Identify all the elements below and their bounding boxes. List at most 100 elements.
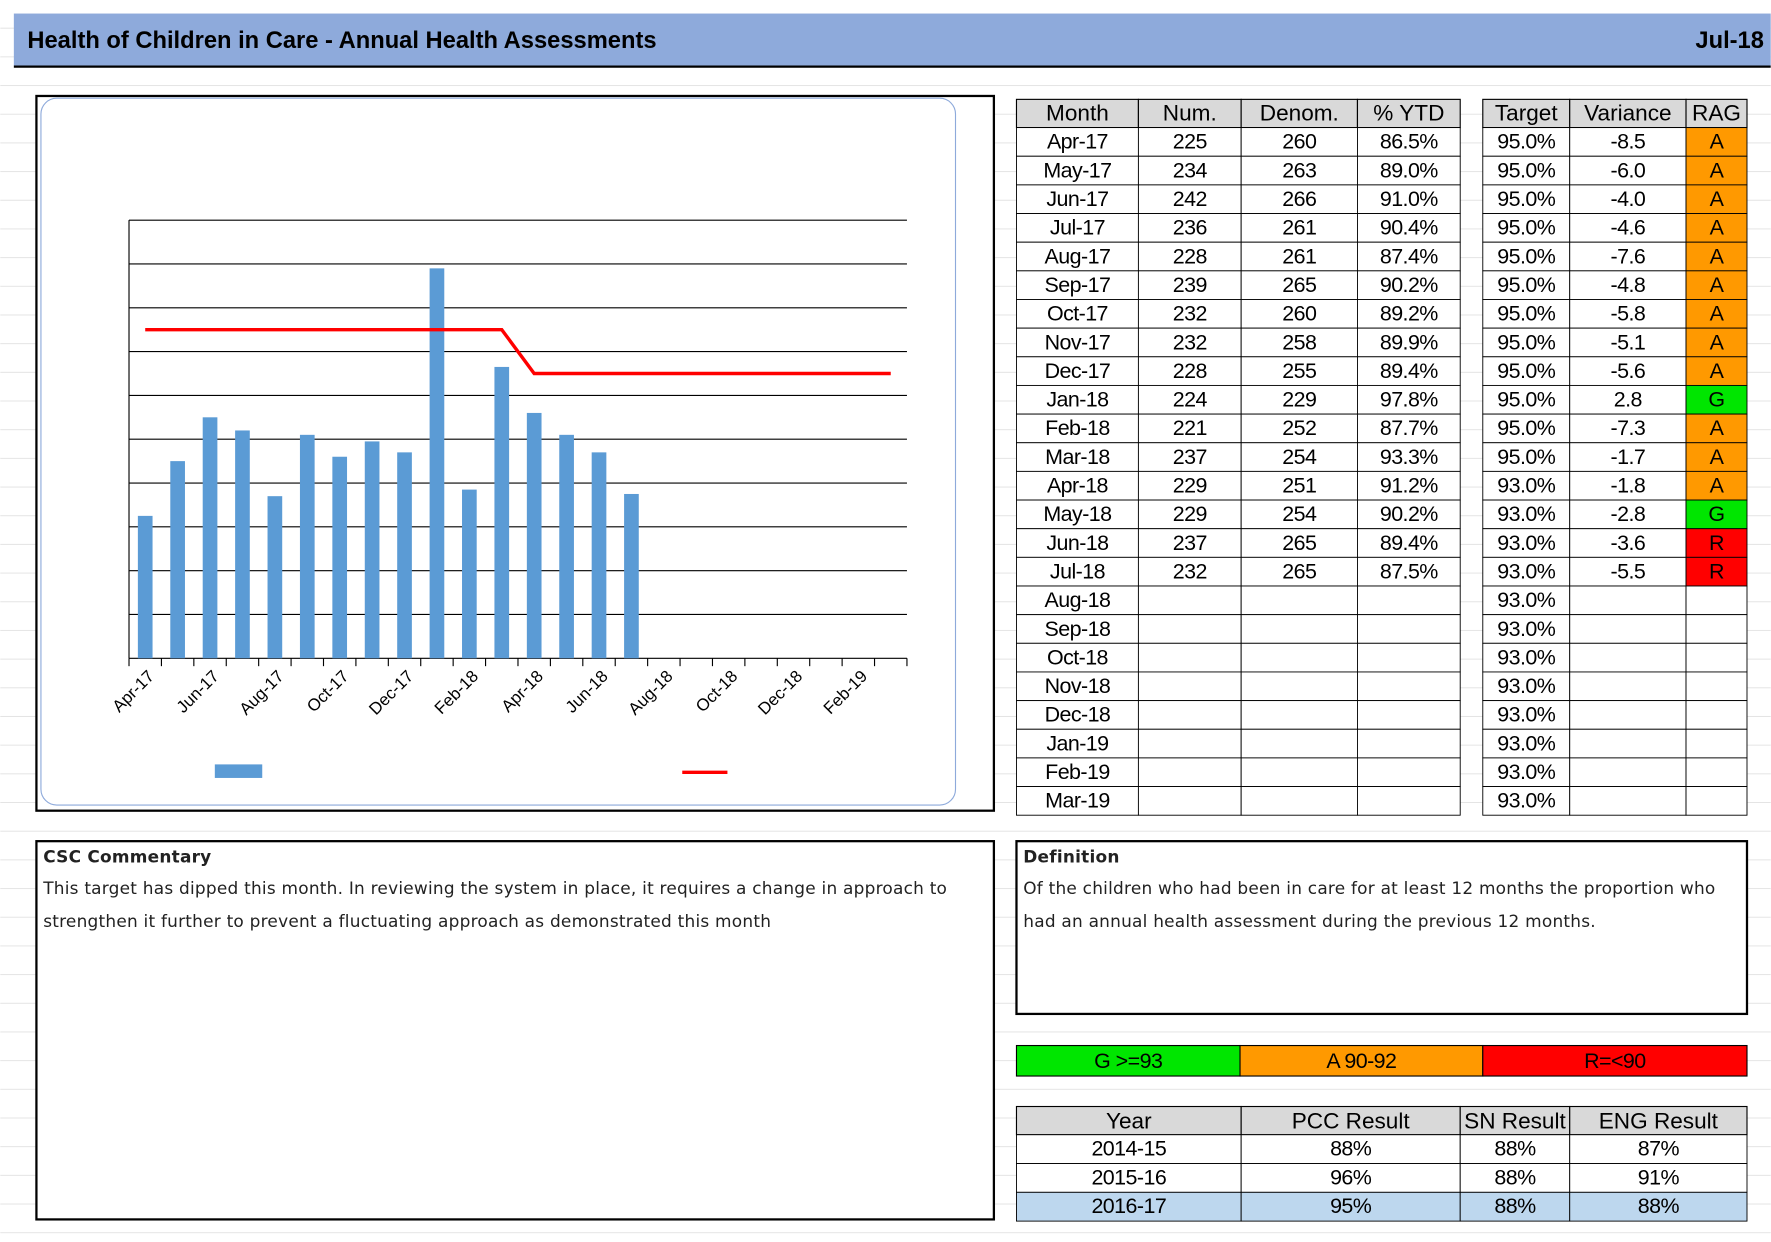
commentary: CSC Commentary This target has dipped th… xyxy=(43,847,948,932)
column-header: % YTD xyxy=(1373,101,1444,126)
table-cell xyxy=(1137,327,1242,358)
table-cell xyxy=(1016,127,1139,157)
table-cell xyxy=(1569,786,1687,816)
table-cell xyxy=(1137,470,1242,501)
table-cell xyxy=(1482,127,1571,157)
table-cell xyxy=(1569,241,1687,272)
table-cell xyxy=(1685,700,1748,730)
table-cell xyxy=(1482,184,1571,214)
column-header: Target xyxy=(1495,101,1558,126)
commentary-text: This target has dipped this month. In re… xyxy=(43,878,948,932)
column-header: Variance xyxy=(1584,101,1671,126)
column-header: Num. xyxy=(1163,101,1217,126)
cell-text: 91% xyxy=(1638,1165,1680,1189)
table-cell xyxy=(1685,184,1748,214)
table-cell xyxy=(1357,556,1461,587)
cell-text: 93.0% xyxy=(1497,531,1555,555)
cell-text: 2.8 xyxy=(1614,388,1642,412)
key-label: R=<90 xyxy=(1584,1049,1646,1073)
cell-text: 89.4% xyxy=(1380,359,1438,383)
table-cell xyxy=(1357,728,1461,759)
table-cell xyxy=(1016,356,1139,386)
cell-text: -1.7 xyxy=(1611,445,1646,469)
table-cell xyxy=(1137,299,1242,329)
table-cell xyxy=(1137,700,1242,730)
table-cell xyxy=(1569,728,1687,759)
table-cell xyxy=(1240,442,1358,472)
cell-text: A xyxy=(1710,330,1725,354)
table-cell xyxy=(1137,499,1242,530)
cell-text: 2016-17 xyxy=(1091,1194,1166,1218)
table-cell xyxy=(1357,270,1461,300)
table-cell xyxy=(1240,499,1358,530)
cell-text: 88% xyxy=(1638,1194,1680,1218)
table-cell xyxy=(1357,528,1461,558)
header-cell xyxy=(1240,1105,1461,1136)
cell-text: 88% xyxy=(1494,1165,1536,1189)
table-cell xyxy=(1016,470,1139,501)
table-cell xyxy=(1137,786,1242,816)
table-cell xyxy=(1569,700,1687,730)
table-cell xyxy=(1016,327,1139,358)
cell-text: Dec-18 xyxy=(1045,703,1111,727)
key-label: G >=93 xyxy=(1094,1049,1162,1073)
cell-text: Oct-17 xyxy=(1047,302,1108,326)
cell-text: 95.0% xyxy=(1497,359,1555,383)
cell-text: A xyxy=(1710,130,1725,154)
cell-text: 255 xyxy=(1282,359,1317,383)
table-cell xyxy=(1357,442,1461,472)
cell-text: Dec-17 xyxy=(1045,359,1111,383)
table-cell xyxy=(1685,585,1748,616)
cell-text: A xyxy=(1710,187,1725,211)
bar xyxy=(170,461,185,659)
table-cell xyxy=(1685,327,1748,358)
cell-text: -7.3 xyxy=(1611,416,1646,440)
table-cell xyxy=(1482,556,1571,587)
cell-text: -4.6 xyxy=(1611,216,1646,240)
bar xyxy=(397,452,412,659)
key-cell xyxy=(1239,1044,1484,1077)
table-cell xyxy=(1240,270,1358,300)
table-cell xyxy=(1685,384,1748,415)
cell-text: R xyxy=(1709,559,1724,583)
table-cell xyxy=(1569,1134,1748,1164)
table-cell xyxy=(1016,1191,1242,1222)
header-title: Health of Children in Care - Annual Heal… xyxy=(27,28,656,54)
cell-text: -8.5 xyxy=(1611,130,1646,154)
table-cell xyxy=(1137,384,1242,415)
table-cell xyxy=(1569,184,1687,214)
table-cell xyxy=(1016,528,1139,558)
cell-text: 87% xyxy=(1638,1137,1680,1161)
table-cell xyxy=(1569,384,1687,415)
cell-text: 229 xyxy=(1173,502,1207,526)
header-date: Jul-18 xyxy=(1695,28,1764,54)
table-cell xyxy=(1137,614,1242,644)
header-cell xyxy=(1137,98,1242,129)
table-cell xyxy=(1685,757,1748,788)
cell-text: A xyxy=(1710,158,1725,182)
column-header: Year xyxy=(1106,1108,1152,1133)
cell-text: 229 xyxy=(1282,388,1316,412)
table-cell xyxy=(1569,528,1687,558)
bar xyxy=(494,366,510,659)
table-cell xyxy=(1240,184,1358,214)
table-cell xyxy=(1240,728,1358,759)
table-cell xyxy=(1357,356,1461,386)
cell-text: 254 xyxy=(1282,502,1317,526)
table-cell xyxy=(1685,671,1748,702)
table-cell xyxy=(1357,786,1461,816)
cell-text: Aug-18 xyxy=(1045,588,1111,612)
cell-text: 93.3% xyxy=(1380,445,1438,469)
cell-text: 93.0% xyxy=(1497,760,1555,784)
cell-text: -5.5 xyxy=(1611,559,1646,583)
table-cell xyxy=(1137,757,1242,788)
table-cell xyxy=(1459,1134,1571,1164)
cell-text: Sep-17 xyxy=(1045,273,1111,297)
table-cell xyxy=(1240,556,1358,587)
table-cell xyxy=(1357,642,1461,673)
table-cell xyxy=(1357,470,1461,501)
table-cell xyxy=(1685,786,1748,816)
cell-text: 95.0% xyxy=(1497,302,1555,326)
table-cell xyxy=(1685,556,1748,587)
